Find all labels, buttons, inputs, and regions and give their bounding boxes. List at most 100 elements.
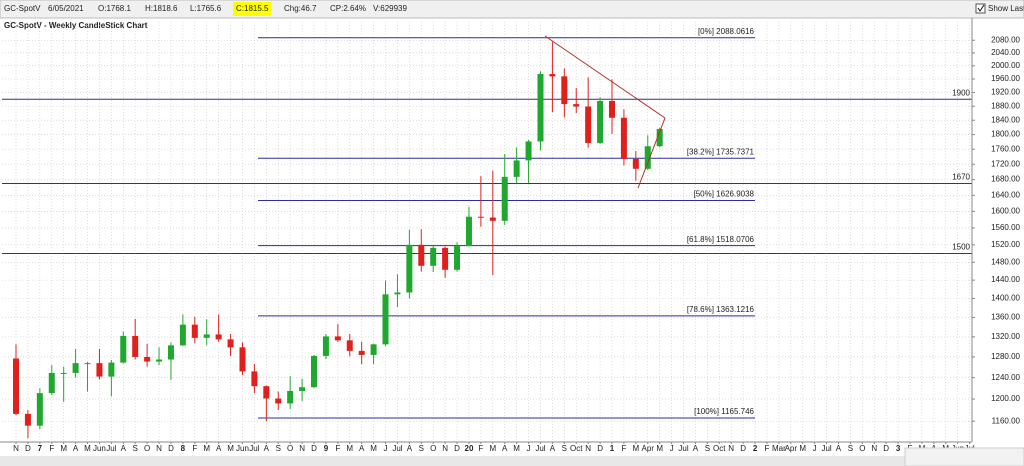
y-tick-label: 2040.00 <box>991 48 1020 57</box>
candle-body <box>132 335 139 357</box>
candle-body <box>418 244 425 266</box>
x-tick-label: F <box>49 444 54 453</box>
x-tick-label: M <box>227 444 234 453</box>
show-last-checkbox[interactable] <box>975 3 986 14</box>
fib-label: [100%] 1165.746 <box>694 407 754 416</box>
y-tick-label: 1440.00 <box>991 275 1020 284</box>
y-tick-label: 1360.00 <box>991 313 1020 322</box>
x-tick-label: S <box>419 444 424 453</box>
show-last-label[interactable]: Show Last <box>988 4 1024 13</box>
y-tick-label: 1920.00 <box>991 88 1020 97</box>
y-tick-label: 1200.00 <box>991 394 1020 403</box>
fib-label: [50%] 1626.9038 <box>694 190 755 199</box>
x-tick-label: A <box>550 444 556 453</box>
close-highlight <box>233 2 271 16</box>
candle-body <box>311 355 317 388</box>
x-tick-label: Jun <box>236 444 249 453</box>
date: 6/05/2021 <box>48 4 84 13</box>
candle-body <box>489 217 496 221</box>
candle-body <box>537 74 544 142</box>
candle-body <box>287 390 294 404</box>
x-tick-label: A <box>359 444 365 453</box>
candle-body <box>513 160 520 177</box>
candle-body <box>167 345 174 360</box>
candle-body <box>477 216 484 218</box>
open: O:1768.1 <box>98 4 131 13</box>
y-tick-label: 1880.00 <box>991 101 1020 110</box>
x-tick-label: Jul <box>678 444 688 453</box>
x-tick-label: A <box>73 444 79 453</box>
candle-body <box>346 340 353 351</box>
x-tick-label: M <box>633 444 640 453</box>
x-tick-label: Jul <box>535 444 545 453</box>
x-tick-label: F <box>192 444 197 453</box>
candle-body <box>585 106 592 143</box>
candle-body <box>322 336 329 356</box>
change: Chg:46.7 <box>284 4 317 13</box>
y-tick-label: 1480.00 <box>991 257 1020 266</box>
y-tick-label: 1400.00 <box>991 294 1020 303</box>
y-tick-label: 2080.00 <box>991 35 1020 44</box>
candle-body <box>382 294 389 345</box>
x-tick-label: A <box>502 444 508 453</box>
candle-body <box>275 398 282 404</box>
candle-body <box>108 362 115 377</box>
x-tick-label: S <box>276 444 281 453</box>
x-tick-label: Jul <box>249 444 259 453</box>
x-tick-label: A <box>216 444 222 453</box>
x-tick-label: D <box>25 444 31 453</box>
x-tick-label: M <box>656 444 663 453</box>
x-tick-label: F <box>478 444 483 453</box>
candle-body <box>656 128 663 147</box>
candle-body <box>239 347 246 372</box>
x-tick-label: Mar <box>772 444 786 453</box>
symbol: GC-SpotV <box>4 4 41 13</box>
candle-body <box>215 334 222 340</box>
x-tick-label: 3 <box>896 444 901 453</box>
x-tick-label: Jul <box>392 444 402 453</box>
candle-body <box>609 101 615 118</box>
x-tick-label: Jun <box>93 444 106 453</box>
x-tick-label: O <box>144 444 150 453</box>
candle-body <box>334 336 341 341</box>
y-tick-label: 1600.00 <box>991 207 1020 216</box>
candle-body <box>620 117 627 159</box>
candle-body <box>263 386 270 399</box>
check-mark <box>977 4 985 12</box>
x-tick-label: Apr <box>642 444 655 453</box>
y-tick-label: 1320.00 <box>991 332 1020 341</box>
x-tick-label: S <box>848 444 853 453</box>
change-pct: CP:2.64% <box>330 4 366 13</box>
x-tick-label: M <box>370 444 377 453</box>
x-tick-label: 20 <box>465 444 474 453</box>
scrollbar[interactable] <box>0 456 1024 466</box>
candle-body <box>48 372 55 394</box>
y-tick-label: 1240.00 <box>991 373 1020 382</box>
x-tick-label: D <box>597 444 603 453</box>
x-tick-label: O <box>430 444 436 453</box>
candle-body <box>501 176 508 221</box>
x-tick-label: 1 <box>610 444 615 453</box>
candle-body <box>406 244 413 293</box>
x-tick-label: A <box>264 444 270 453</box>
x-tick-label: A <box>121 444 127 453</box>
level-label: 1670 <box>952 173 970 182</box>
x-tick-label: J <box>527 444 531 453</box>
candle-body <box>36 393 43 426</box>
fib-label: [0%] 2088.0616 <box>698 27 755 36</box>
level-label: 1500 <box>952 243 970 252</box>
y-tick-label: 1520.00 <box>991 240 1020 249</box>
candle-body <box>251 371 258 387</box>
candle-body <box>561 76 568 105</box>
x-tick-label: M <box>513 444 520 453</box>
x-tick-label: D <box>740 444 746 453</box>
x-tick-label: S <box>562 444 567 453</box>
x-tick-label: Apr <box>785 444 798 453</box>
x-tick-label: Oct <box>570 444 583 453</box>
zoom-controls[interactable] <box>904 447 1024 466</box>
x-tick-label: O <box>287 444 293 453</box>
x-tick-label: O <box>859 444 865 453</box>
x-tick-label: J <box>670 444 674 453</box>
x-tick-label: S <box>705 444 710 453</box>
x-tick-label: M <box>60 444 67 453</box>
